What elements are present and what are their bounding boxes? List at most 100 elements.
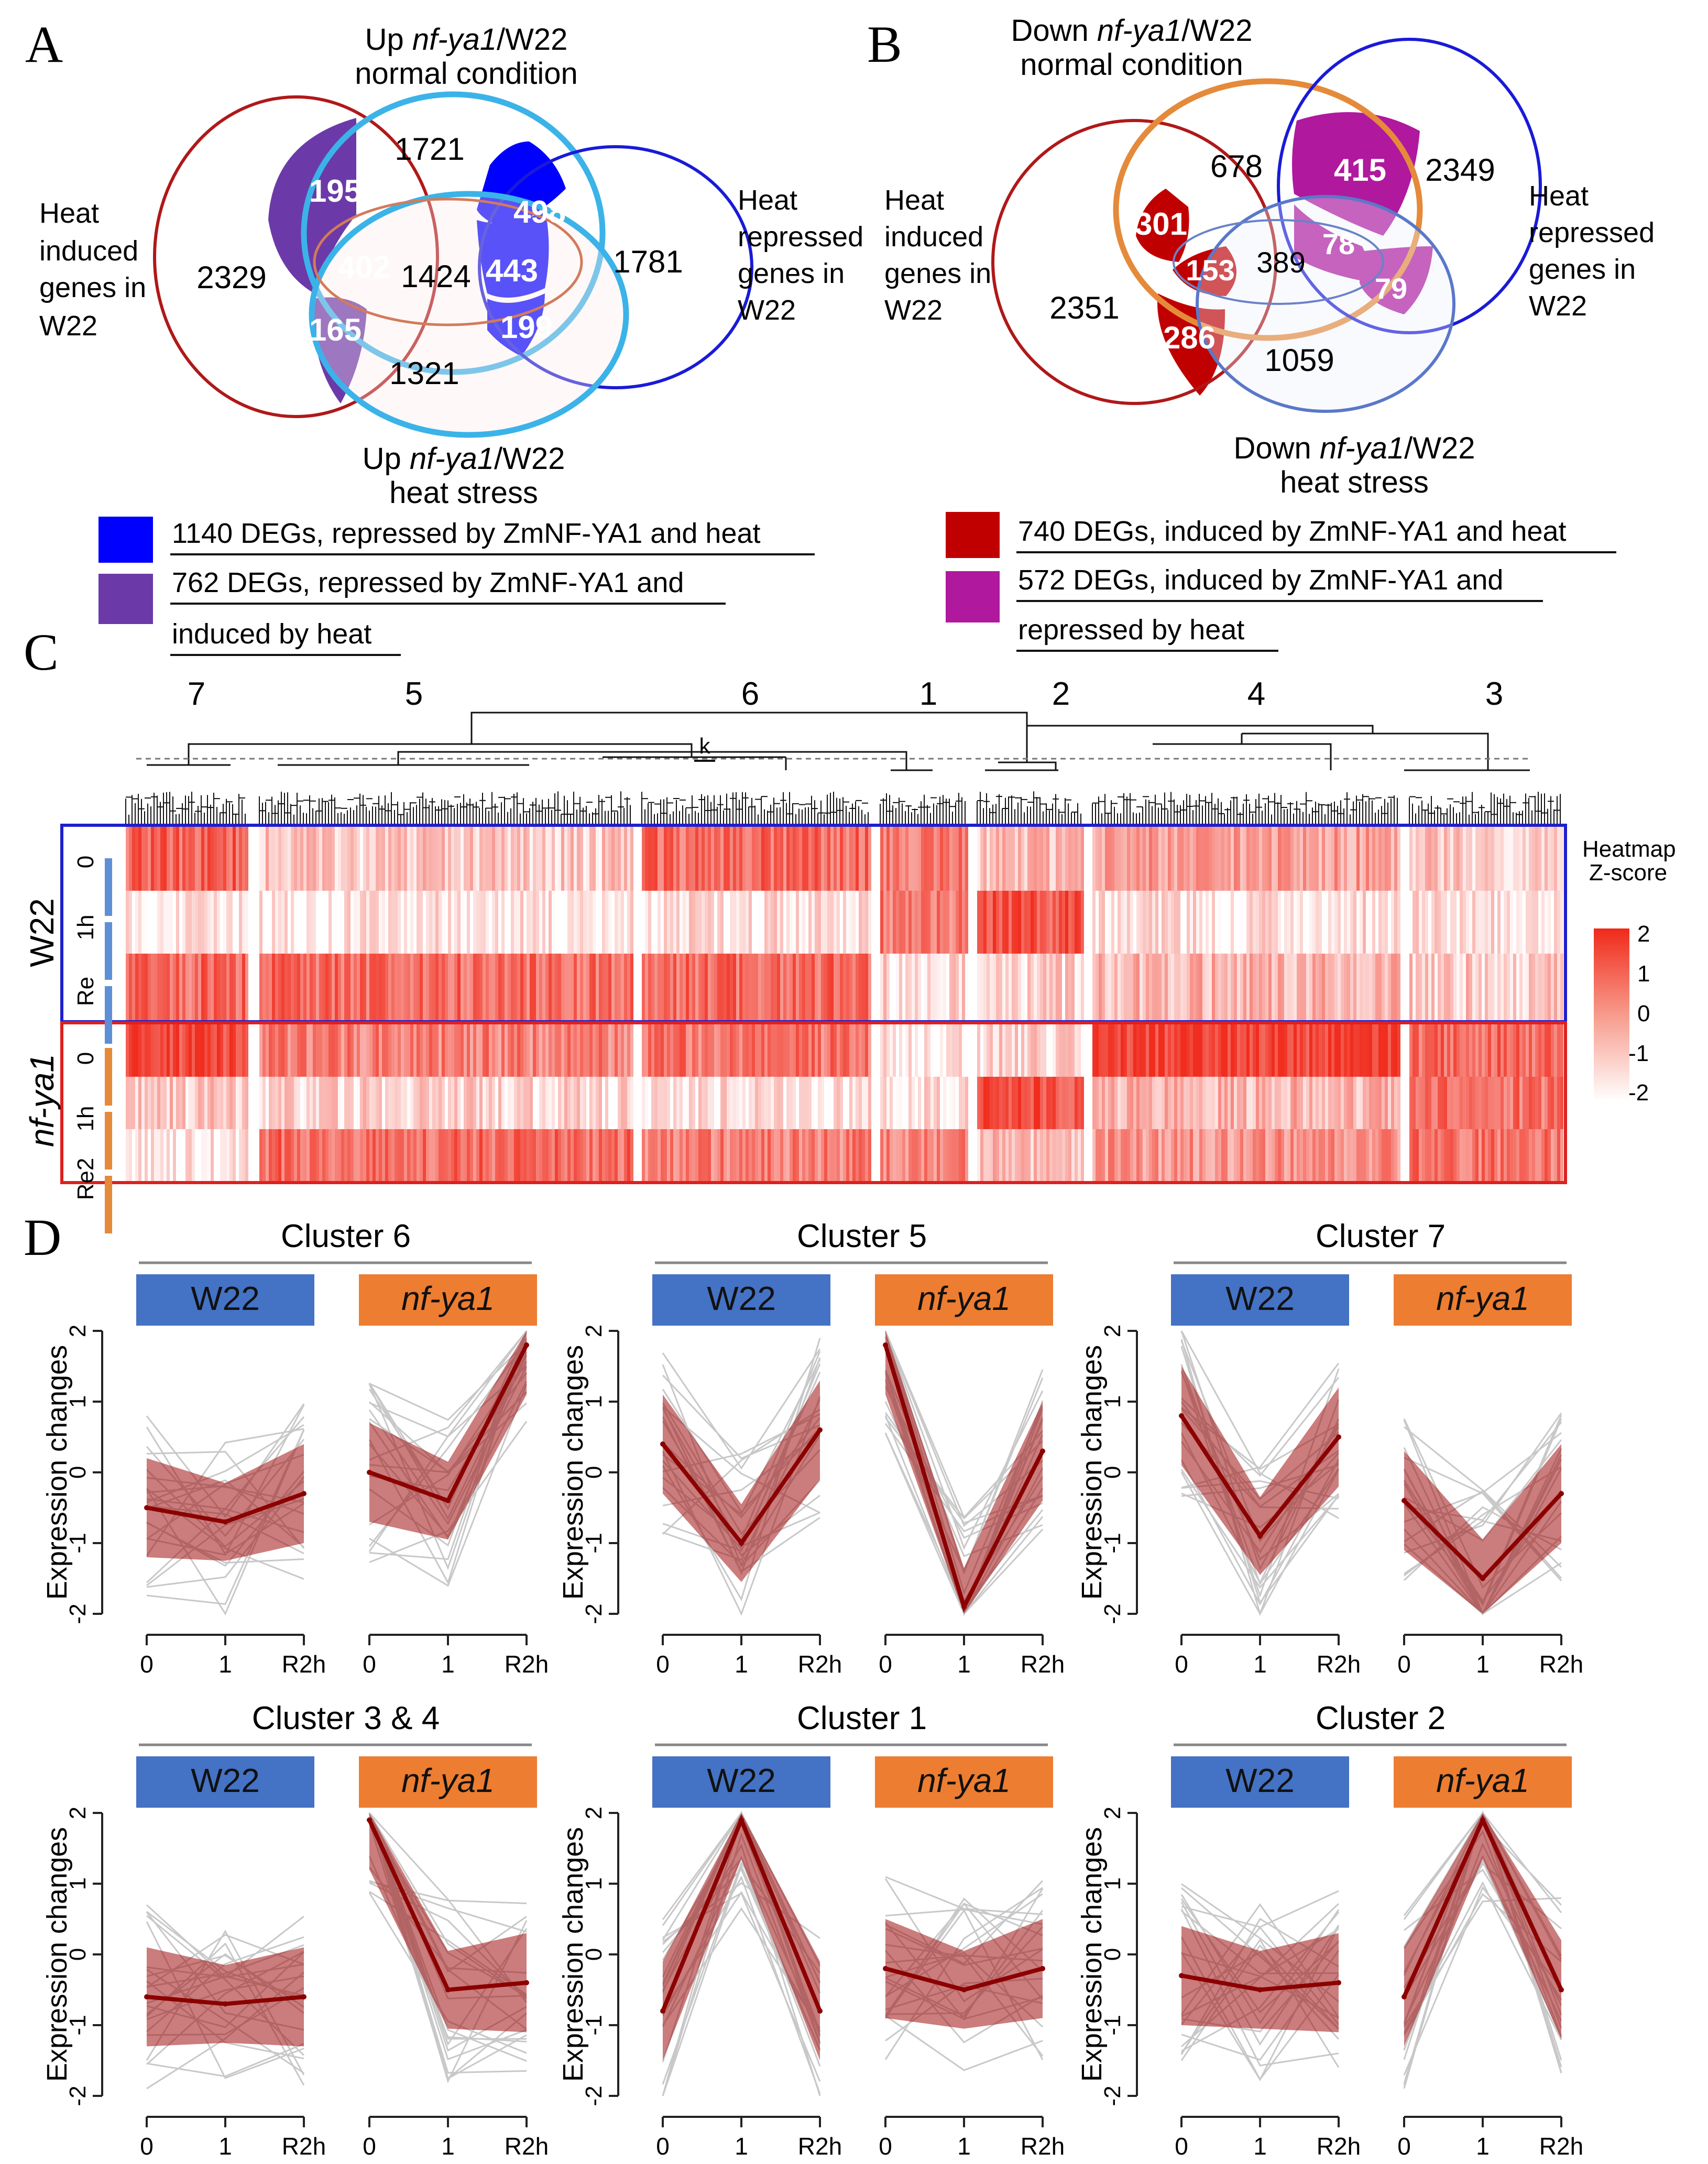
heatmap-cell — [834, 1129, 837, 1182]
heatmap-cell — [151, 891, 154, 954]
heatmap-cell — [552, 1024, 555, 1077]
heatmap-cell — [145, 1077, 148, 1129]
series-band — [1404, 1444, 1561, 1614]
heatmap-cell — [217, 1077, 220, 1129]
heatmap-cell — [1510, 1024, 1513, 1077]
venn-b-count-153: 153 — [1186, 254, 1234, 287]
heatmap-cell — [1338, 891, 1341, 954]
heatmap-cell — [1174, 891, 1177, 954]
heatmap-cell — [138, 891, 141, 954]
heatmap-cell — [727, 1129, 730, 1182]
heatmap-cell — [373, 1129, 376, 1182]
heatmap-cell — [902, 1129, 905, 1182]
heatmap-cell — [1494, 1129, 1497, 1182]
venn-b-count-415: 415 — [1334, 152, 1386, 188]
heatmap-cells — [126, 827, 1563, 1182]
heatmap-cell — [1158, 1024, 1162, 1077]
heatmap-cell — [1037, 891, 1040, 954]
heatmap-cell — [417, 891, 420, 954]
heatmap-cell — [1130, 1129, 1133, 1182]
heatmap-cell — [890, 827, 893, 891]
heatmap-cell — [1322, 891, 1325, 954]
heatmap-cell — [1209, 827, 1212, 891]
heatmap-cell — [1422, 954, 1425, 1021]
heatmap-cell — [949, 827, 952, 891]
venn-a-top-label-line1: Up nf-ya1/W22 — [365, 23, 568, 57]
heatmap-cell — [749, 1077, 752, 1129]
heatmap-cell — [1037, 1129, 1040, 1182]
heatmap-cell — [385, 891, 388, 954]
heatmap-cell — [1081, 891, 1084, 954]
heatmap-cell — [1287, 954, 1290, 1021]
heatmap-cell — [648, 1024, 651, 1077]
heatmap-cell — [812, 954, 815, 1021]
heatmap-cell — [527, 1129, 530, 1182]
heatmap-cell — [1322, 1129, 1325, 1182]
heatmap-cell — [1529, 827, 1532, 891]
heatmap-cell — [1309, 1024, 1312, 1077]
heatmap-cell — [1127, 954, 1130, 1021]
heatmap-cell — [902, 954, 905, 1021]
heatmap-cell — [385, 827, 388, 891]
heatmap-cell — [1108, 954, 1111, 1021]
heatmap-cell — [435, 891, 439, 954]
heatmap-cell — [404, 1024, 407, 1077]
chart-ytick-label: 1 — [65, 1395, 91, 1408]
series-point — [1040, 1448, 1045, 1454]
heatmap-cell — [420, 954, 423, 1021]
heatmap-cell — [956, 827, 959, 891]
heatmap-cell — [176, 954, 179, 1021]
heatmap-cell — [618, 954, 621, 1021]
heatmap-cell — [189, 1077, 192, 1129]
heatmap-cell — [135, 1024, 138, 1077]
heatmap-cell — [980, 891, 983, 954]
heatmap-cell — [388, 891, 391, 954]
chart-xtick-label: 0 — [1175, 2133, 1188, 2160]
heatmap-cell — [442, 954, 445, 1021]
heatmap-cell — [818, 827, 821, 891]
series-point — [1480, 1576, 1485, 1581]
chart-ytick-label: -2 — [1100, 2085, 1125, 2106]
heatmap-cell — [1124, 1024, 1127, 1077]
heatmap-cell — [692, 1077, 695, 1129]
heatmap-cell — [1541, 827, 1545, 891]
heatmap-cell — [840, 1077, 843, 1129]
heatmap-cell — [214, 954, 217, 1021]
heatmap-cell — [310, 891, 313, 954]
heatmap-cell — [1303, 1129, 1306, 1182]
heatmap-cell — [420, 1024, 423, 1077]
heatmap-cell — [533, 954, 536, 1021]
heatmap-cell — [233, 954, 236, 1021]
heatmap-cell — [717, 1129, 720, 1182]
heatmap-cell — [886, 954, 890, 1021]
heatmap-cell — [777, 891, 780, 954]
heatmap-cell — [1294, 954, 1297, 1021]
heatmap-cell — [977, 1077, 980, 1129]
heatmap-cell — [1532, 1024, 1535, 1077]
heatmap-cell — [959, 1024, 962, 1077]
heatmap-cell — [363, 1024, 366, 1077]
heatmap-cell — [1548, 827, 1551, 891]
heatmap-cell — [1180, 827, 1184, 891]
heatmap-cell — [1174, 1129, 1177, 1182]
heatmap-cell — [574, 891, 577, 954]
heatmap-cell — [1438, 1024, 1441, 1077]
heatmap-cell — [322, 827, 325, 891]
heatmap-cell — [395, 827, 398, 891]
heatmap-cell — [1391, 1077, 1394, 1129]
heatmap-cell — [1168, 1129, 1171, 1182]
heatmap-cell — [288, 827, 291, 891]
series-point — [1336, 1434, 1341, 1440]
strip-label-w22: W22 — [1225, 1280, 1295, 1317]
heatmap-cell — [752, 1129, 755, 1182]
heatmap-cell — [1485, 1129, 1488, 1182]
heatmap-cell — [1218, 827, 1221, 891]
heatmap-cell — [1497, 1129, 1501, 1182]
heatmap-cell — [1510, 1129, 1513, 1182]
heatmap-cell — [1146, 954, 1149, 1021]
heatmap-cell — [520, 827, 523, 891]
heatmap-cell — [908, 891, 912, 954]
heatmap-cell — [1049, 1129, 1053, 1182]
heatmap-cell — [1306, 954, 1309, 1021]
heatmap-cell — [1272, 891, 1275, 954]
